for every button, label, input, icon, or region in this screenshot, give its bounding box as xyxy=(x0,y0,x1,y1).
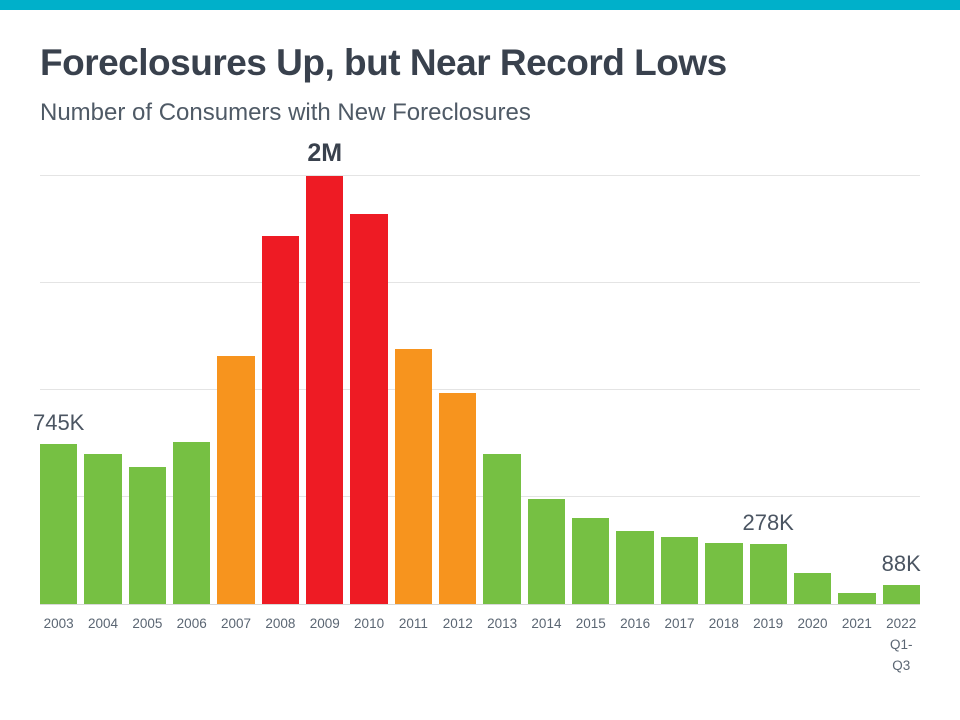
bar-column-2009: 2M xyxy=(306,139,344,604)
bar-value-annotation: 88K xyxy=(881,551,921,577)
gridline xyxy=(40,495,920,497)
bar xyxy=(838,593,876,604)
x-axis-label: 2010 xyxy=(354,616,385,631)
x-axis-label: 2006 xyxy=(176,616,207,631)
x-axis-labels: 2003 2004 2005 2006 2007 2008 2009 2010 2011 2012… xyxy=(40,614,920,677)
bar xyxy=(749,544,787,604)
bar xyxy=(439,393,477,604)
page-title: Foreclosures Up, but Near Record Lows xyxy=(40,42,727,83)
bar-column-2011 xyxy=(394,165,433,604)
accent-top-bar xyxy=(0,0,960,10)
bar xyxy=(572,518,610,604)
bar-column-2020 xyxy=(793,165,832,604)
gridline xyxy=(40,174,920,176)
bar-column-2018 xyxy=(705,165,743,604)
bar-column-2017 xyxy=(660,165,699,604)
bar xyxy=(882,585,920,604)
bar xyxy=(394,349,433,604)
x-axis-label: 2013 xyxy=(487,616,518,631)
bar-column-2022: 88K xyxy=(881,165,921,604)
gridline xyxy=(40,388,920,390)
x-axis-label: 2014 xyxy=(531,616,562,631)
bar-value-annotation: 2M xyxy=(307,138,343,167)
x-axis-label: 2018 xyxy=(708,616,739,631)
x-axis-label: 2009 xyxy=(309,616,340,631)
bar-column-2019: 278K xyxy=(742,165,794,604)
bar xyxy=(40,444,78,604)
x-axis-label: 2017 xyxy=(664,616,695,631)
bar-column-2003: 745K xyxy=(33,165,84,604)
bar xyxy=(705,542,743,604)
bar-column-2013 xyxy=(483,165,521,604)
x-axis-label: 2007 xyxy=(221,616,252,631)
x-axis-label: 2005 xyxy=(132,616,163,631)
bar xyxy=(261,235,300,604)
bar-column-2007 xyxy=(217,165,255,604)
x-axis-label: 2012 xyxy=(442,616,473,631)
bar-value-annotation: 278K xyxy=(742,510,794,536)
foreclosures-chart: 745K 2M 278K 88K 2003 2004 2005 2006 2007 2008 20… xyxy=(33,139,921,677)
gridline xyxy=(40,281,920,283)
bar xyxy=(793,572,832,604)
bar xyxy=(128,466,167,604)
bar xyxy=(217,355,255,604)
bar-column-2015 xyxy=(572,165,610,604)
x-axis-label: 2022 Q1-Q3 xyxy=(886,616,917,673)
bar-column-2012 xyxy=(439,165,477,604)
x-axis-label: 2015 xyxy=(575,616,606,631)
bar-column-2005 xyxy=(128,165,167,604)
bar xyxy=(527,499,566,604)
bar xyxy=(173,442,211,604)
bar-column-2010 xyxy=(350,165,388,604)
x-axis-label: 2003 xyxy=(43,616,74,631)
page-content: Foreclosures Up, but Near Record Lows Nu… xyxy=(0,42,960,720)
bar-column-2004 xyxy=(84,165,122,604)
bar xyxy=(306,175,344,604)
bar xyxy=(350,214,388,604)
bar xyxy=(616,531,654,604)
x-axis-label: 2008 xyxy=(265,616,296,631)
x-axis-label: 2004 xyxy=(87,616,119,631)
chart-subtitle: Number of Consumers with New Foreclosure… xyxy=(40,99,531,126)
bar xyxy=(84,454,122,604)
bars-row: 745K 2M 278K 88K xyxy=(33,139,921,604)
bar-column-2021 xyxy=(838,165,876,604)
bar-value-annotation: 745K xyxy=(32,410,85,436)
x-axis-label: 2021 xyxy=(841,616,872,631)
bar-column-2016 xyxy=(616,165,654,604)
x-axis-label: 2019 xyxy=(753,616,784,631)
bar xyxy=(660,536,699,604)
bar-column-2006 xyxy=(173,165,211,604)
x-axis-label: 2011 xyxy=(398,616,428,631)
bar-column-2014 xyxy=(527,165,566,604)
x-axis-label: 2020 xyxy=(797,616,828,631)
plot-area: 745K 2M 278K 88K xyxy=(33,139,921,605)
x-axis-label: 2016 xyxy=(620,616,651,631)
bar-column-2008 xyxy=(261,165,300,604)
bar xyxy=(483,454,521,604)
